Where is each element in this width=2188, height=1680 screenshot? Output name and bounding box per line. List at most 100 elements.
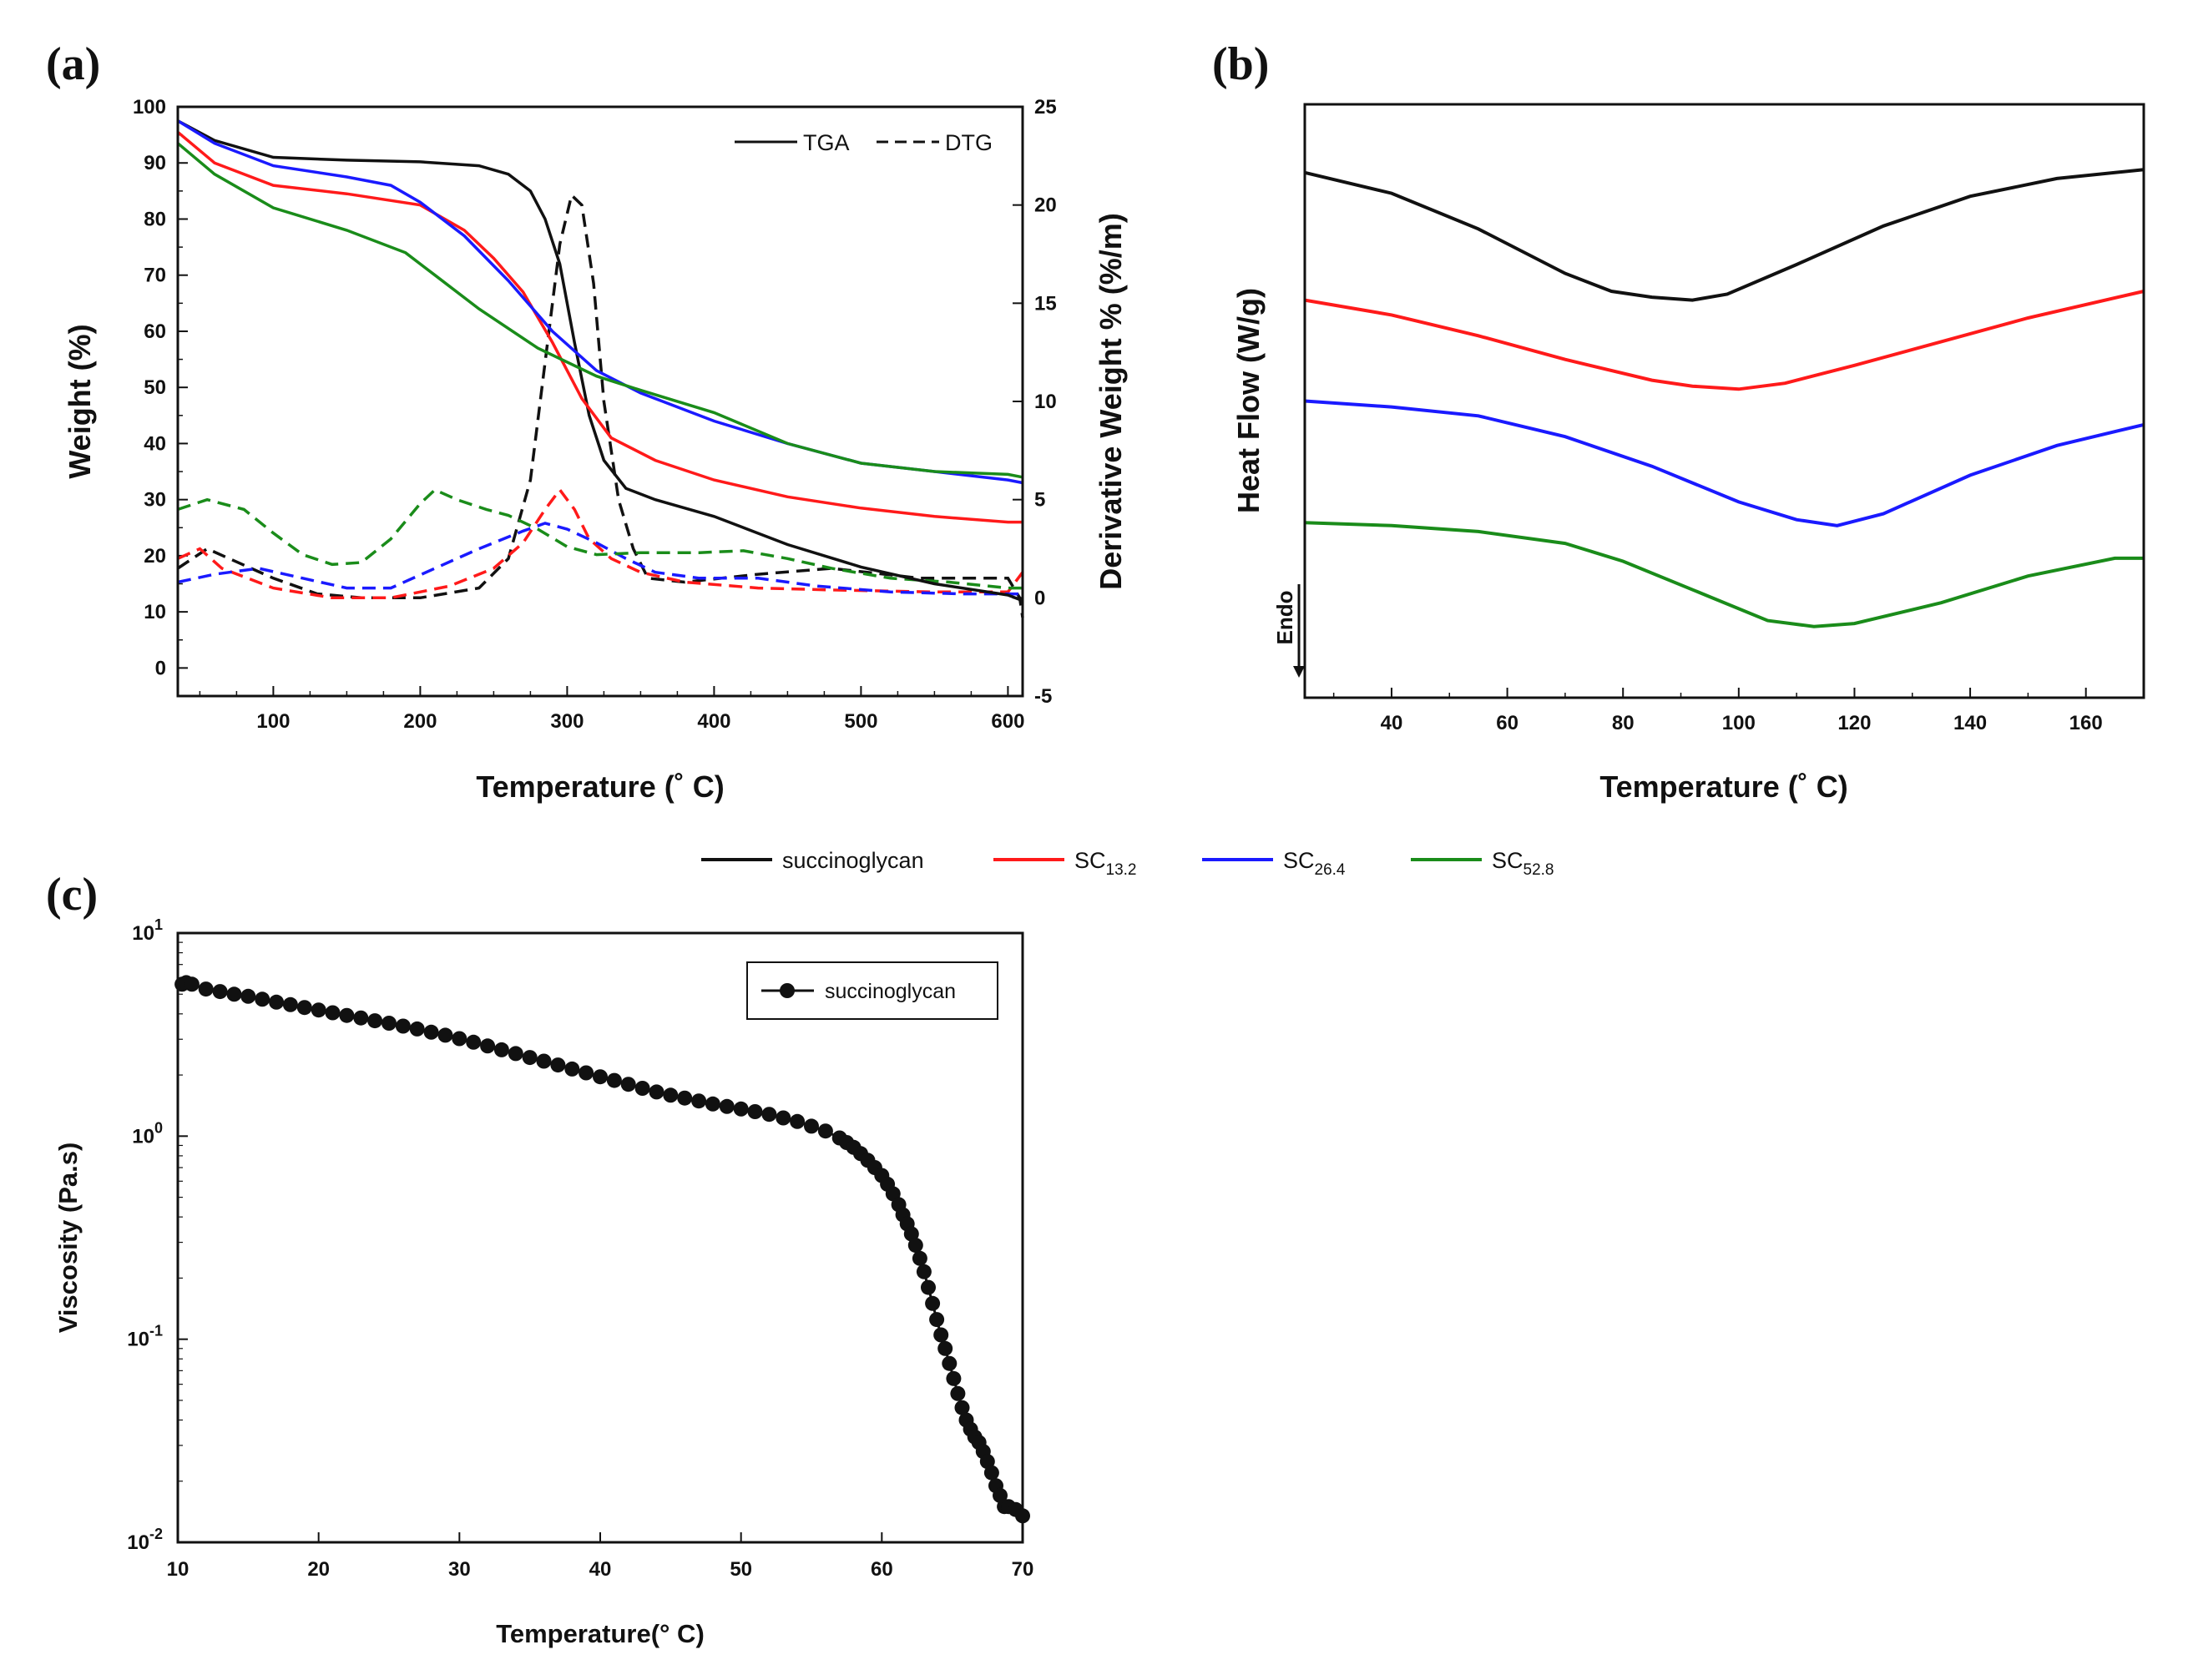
chart-b-xlabel: Temperature (˚ C) bbox=[1599, 769, 1847, 804]
viscosity-point bbox=[719, 1098, 735, 1114]
dtg-line-sc13-2 bbox=[177, 487, 1024, 600]
shared-legend-label-base: SC bbox=[1283, 848, 1315, 873]
viscosity-point bbox=[903, 1226, 919, 1242]
viscosity-point bbox=[954, 1400, 970, 1415]
shared-legend-label-sub: 26.4 bbox=[1315, 861, 1346, 879]
chart-c-ytick-label: 10-2 bbox=[127, 1526, 163, 1554]
chart-a-y2tick-label: 15 bbox=[1034, 292, 1057, 315]
viscosity-point bbox=[593, 1069, 608, 1085]
chart-c-xtick-label: 70 bbox=[1012, 1558, 1034, 1581]
chart-c-xlabel: Temperature(° C) bbox=[496, 1619, 705, 1648]
chart-c-xtick-label: 20 bbox=[307, 1558, 330, 1581]
viscosity-point bbox=[946, 1370, 962, 1386]
viscosity-point bbox=[550, 1057, 566, 1073]
chart-c-ytick-exp: 1 bbox=[154, 916, 163, 933]
chart-c-ytick-exp: 0 bbox=[154, 1119, 163, 1136]
chart-b-xtick-label: 160 bbox=[2069, 712, 2103, 734]
chart-a-xtick-label: 300 bbox=[550, 710, 584, 733]
shared-legend-label-sc13-2: SC13.2 bbox=[1074, 848, 1137, 879]
chart-a-xtick-label: 200 bbox=[403, 710, 437, 733]
viscosity-point bbox=[579, 1065, 594, 1081]
chart-a-ytick-label: 10 bbox=[144, 601, 166, 623]
viscosity-point bbox=[437, 1027, 453, 1043]
viscosity-point bbox=[691, 1093, 707, 1109]
legend-dtg-label: DTG bbox=[945, 130, 993, 155]
chart-c-xtick-label: 50 bbox=[730, 1558, 752, 1581]
chart-a-y2tick-label: 0 bbox=[1034, 587, 1045, 609]
dtg-line-sc26-4 bbox=[177, 522, 1023, 596]
viscosity-point bbox=[733, 1101, 749, 1117]
viscosity-point bbox=[508, 1046, 523, 1062]
shared-legend-label-sub: 52.8 bbox=[1524, 861, 1554, 879]
tga-line-sc52-8 bbox=[176, 142, 1023, 479]
viscosity-point bbox=[311, 1002, 326, 1018]
heatflow-line-succinoglycan bbox=[1304, 168, 2145, 302]
viscosity-point bbox=[282, 996, 298, 1012]
chart-a-xtick-label: 400 bbox=[697, 710, 730, 733]
viscosity-point bbox=[240, 988, 256, 1004]
viscosity-point bbox=[705, 1096, 720, 1112]
chart-a-xlabel: Temperature (˚ C) bbox=[476, 769, 724, 804]
viscosity-point bbox=[480, 1038, 496, 1054]
viscosity-point bbox=[395, 1018, 411, 1034]
chart-c-ylabel: Viscosity (Pa.s) bbox=[53, 1143, 83, 1334]
shared-legend-label-base: succinoglycan bbox=[782, 848, 924, 873]
chart-b-frame bbox=[1303, 103, 2145, 699]
shared-legend: succinoglycan SC13.2 SC26.4 SC52.8 bbox=[701, 848, 1554, 879]
chart-a-xtick-label: 600 bbox=[991, 710, 1024, 733]
chart-a-ytick-label: 90 bbox=[144, 152, 166, 174]
chart-b: 40 60 80 100 120 140 160 Temperature (˚ C) Hea… bbox=[1231, 103, 2145, 804]
heatflow-line-sc52-8 bbox=[1304, 521, 2144, 628]
viscosity-point bbox=[255, 991, 270, 1007]
viscosity-point bbox=[942, 1355, 958, 1371]
chart-a-ytick-label: 40 bbox=[144, 432, 166, 455]
viscosity-point bbox=[921, 1279, 936, 1295]
chart-a-y2tick-label: 20 bbox=[1034, 194, 1057, 217]
panel-label-b: (b) bbox=[1212, 38, 1269, 90]
viscosity-point bbox=[776, 1110, 791, 1126]
chart-c-legend: succinoglycan bbox=[746, 961, 998, 1020]
chart-a-ytick-label: 60 bbox=[144, 320, 166, 343]
chart-a-ytick-label: 70 bbox=[144, 265, 166, 287]
viscosity-point bbox=[493, 1042, 509, 1057]
endo-arrow-icon bbox=[1293, 666, 1305, 678]
chart-a-ytick-label: 50 bbox=[144, 376, 166, 399]
chart-c-xtick-label: 60 bbox=[871, 1558, 893, 1581]
chart-a-lines bbox=[176, 119, 1024, 618]
viscosity-point bbox=[339, 1007, 355, 1023]
shared-legend-label-sc26-4: SC26.4 bbox=[1283, 848, 1346, 879]
viscosity-point bbox=[979, 1454, 995, 1470]
chart-b-xtick-label: 100 bbox=[1722, 712, 1756, 734]
chart-a-xtick-label: 100 bbox=[256, 710, 290, 733]
shared-legend-label-sub: 13.2 bbox=[1106, 861, 1137, 879]
chart-a-ytick-label: 100 bbox=[133, 96, 166, 119]
viscosity-point bbox=[522, 1050, 538, 1066]
viscosity-point bbox=[452, 1031, 467, 1047]
viscosity-point bbox=[353, 1010, 369, 1026]
viscosity-point bbox=[649, 1084, 664, 1100]
viscosity-point bbox=[663, 1087, 679, 1103]
viscosity-point bbox=[226, 986, 242, 1002]
shared-legend-label-succinoglycan: succinoglycan bbox=[782, 848, 924, 873]
heatflow-line-sc13-2 bbox=[1304, 290, 2145, 391]
chart-a-ylabel: Weight (%) bbox=[63, 324, 97, 478]
chart-c-ytick-exp: -2 bbox=[149, 1526, 163, 1542]
viscosity-point bbox=[907, 1238, 923, 1254]
chart-c-ytick-base: 10 bbox=[132, 922, 154, 945]
chart-a-ytick-label: 30 bbox=[144, 489, 166, 512]
viscosity-point bbox=[367, 1013, 383, 1029]
viscosity-point bbox=[937, 1340, 953, 1356]
viscosity-point bbox=[184, 976, 200, 992]
shared-legend-label-sc52-8: SC52.8 bbox=[1492, 848, 1554, 879]
chart-b-lines bbox=[1304, 168, 2145, 628]
viscosity-point bbox=[212, 984, 228, 1000]
chart-c-ytick-label: 100 bbox=[132, 1119, 163, 1148]
chart-c-ytick-base: 10 bbox=[132, 1125, 154, 1148]
chart-b-xtick-label: 40 bbox=[1381, 712, 1403, 734]
chart-c-xtick-label: 10 bbox=[167, 1558, 189, 1581]
viscosity-point bbox=[296, 1000, 312, 1016]
legend-tga-label: TGA bbox=[803, 130, 850, 155]
shared-legend-label-base: SC bbox=[1074, 848, 1106, 873]
chart-a-ytick-label: 0 bbox=[155, 657, 166, 679]
